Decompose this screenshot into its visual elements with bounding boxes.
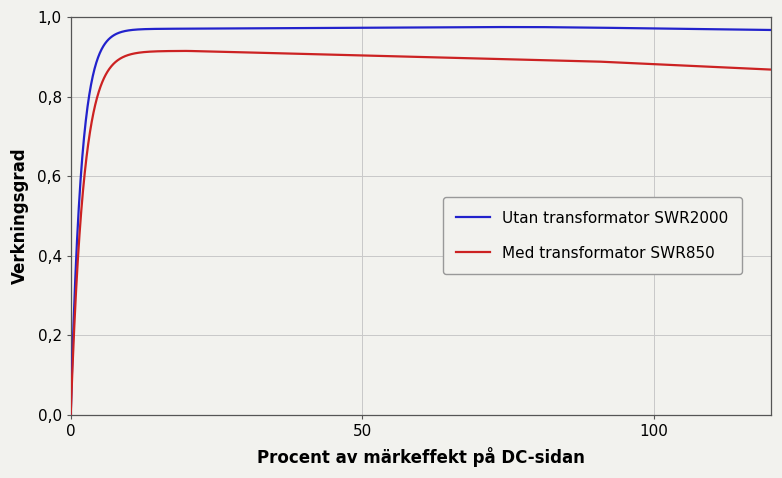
Legend: Utan transformator SWR2000, Med transformator SWR850: Utan transformator SWR2000, Med transfor… <box>443 197 742 274</box>
Utan transformator SWR2000 <box>66 412 75 417</box>
Utan transformator SWR2000 <box>388 24 397 30</box>
Med transformator SWR850 <box>102 71 111 76</box>
Med transformator SWR850 <box>183 48 192 54</box>
Utan transformator SWR2000 <box>746 27 755 33</box>
Med transformator SWR850 <box>407 54 416 60</box>
Med transformator SWR850 <box>746 66 755 72</box>
Utan transformator SWR2000 <box>407 24 416 30</box>
Med transformator SWR850 <box>766 67 776 73</box>
Med transformator SWR850 <box>389 54 398 59</box>
Utan transformator SWR2000 <box>504 24 513 30</box>
Med transformator SWR850 <box>746 66 755 72</box>
Utan transformator SWR2000 <box>618 25 627 31</box>
X-axis label: Procent av märkeffekt på DC-sidan: Procent av märkeffekt på DC-sidan <box>256 447 585 467</box>
Utan transformator SWR2000 <box>102 39 111 44</box>
Line: Utan transformator SWR2000: Utan transformator SWR2000 <box>70 27 771 414</box>
Line: Med transformator SWR850: Med transformator SWR850 <box>70 51 771 414</box>
Y-axis label: Verkningsgrad: Verkningsgrad <box>11 148 29 284</box>
Med transformator SWR850 <box>618 60 627 65</box>
Utan transformator SWR2000 <box>766 27 776 33</box>
Utan transformator SWR2000 <box>746 27 755 33</box>
Med transformator SWR850 <box>66 412 75 417</box>
